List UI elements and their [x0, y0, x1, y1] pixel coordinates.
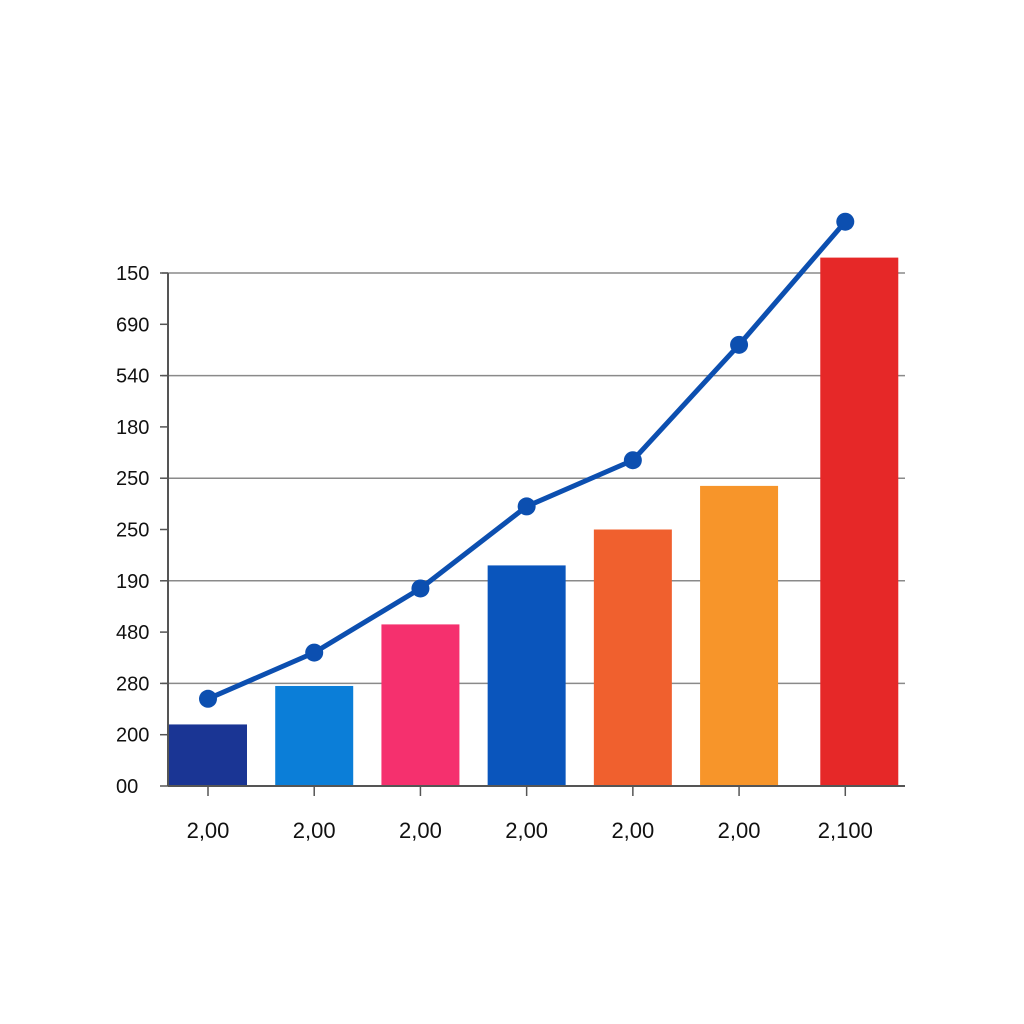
bar [487, 565, 566, 786]
bars [169, 257, 899, 786]
y-tick-label: 190 [116, 571, 149, 593]
y-tick-label: 540 [116, 366, 149, 388]
series-point [199, 689, 217, 708]
series-point [836, 212, 855, 231]
bar [169, 724, 247, 786]
series-point [730, 335, 749, 354]
y-tick-label: 180 [116, 417, 149, 439]
bar [700, 485, 779, 786]
bar [820, 257, 899, 786]
x-tick-labels: 2,00 2,00 2,00 2,00 2,00 2,00 2,100 [187, 818, 873, 843]
x-tick-label: 2,00 [718, 818, 761, 843]
series-point [517, 497, 536, 516]
x-tick-label: 2,00 [505, 818, 548, 843]
line-series [199, 212, 855, 708]
y-tick-label: 250 [116, 468, 149, 490]
x-tick-label: 2,00 [611, 818, 654, 843]
axes [160, 272, 905, 796]
y-tick-label: 250 [116, 520, 149, 542]
x-tick-label: 2,00 [293, 818, 336, 843]
series-point [305, 643, 324, 662]
y-tick-label: 690 [116, 314, 149, 336]
bar [275, 685, 354, 786]
bar [593, 529, 672, 786]
y-tick-label: 150 [116, 263, 149, 285]
x-tick-label: 2,00 [187, 818, 230, 843]
y-tick-label: 280 [116, 673, 149, 695]
y-tick-label: 200 [116, 725, 149, 747]
y-tick-labels: 150 690 540 180 250 250 190 480 280 200 00 [116, 263, 149, 798]
series-point [411, 579, 430, 598]
x-tick-label: 2,100 [818, 818, 873, 843]
y-tick-label: 00 [116, 776, 138, 798]
y-tick-label: 480 [116, 622, 149, 644]
bar [381, 624, 460, 786]
x-tick-label: 2,00 [399, 818, 442, 843]
series-point [623, 451, 642, 470]
